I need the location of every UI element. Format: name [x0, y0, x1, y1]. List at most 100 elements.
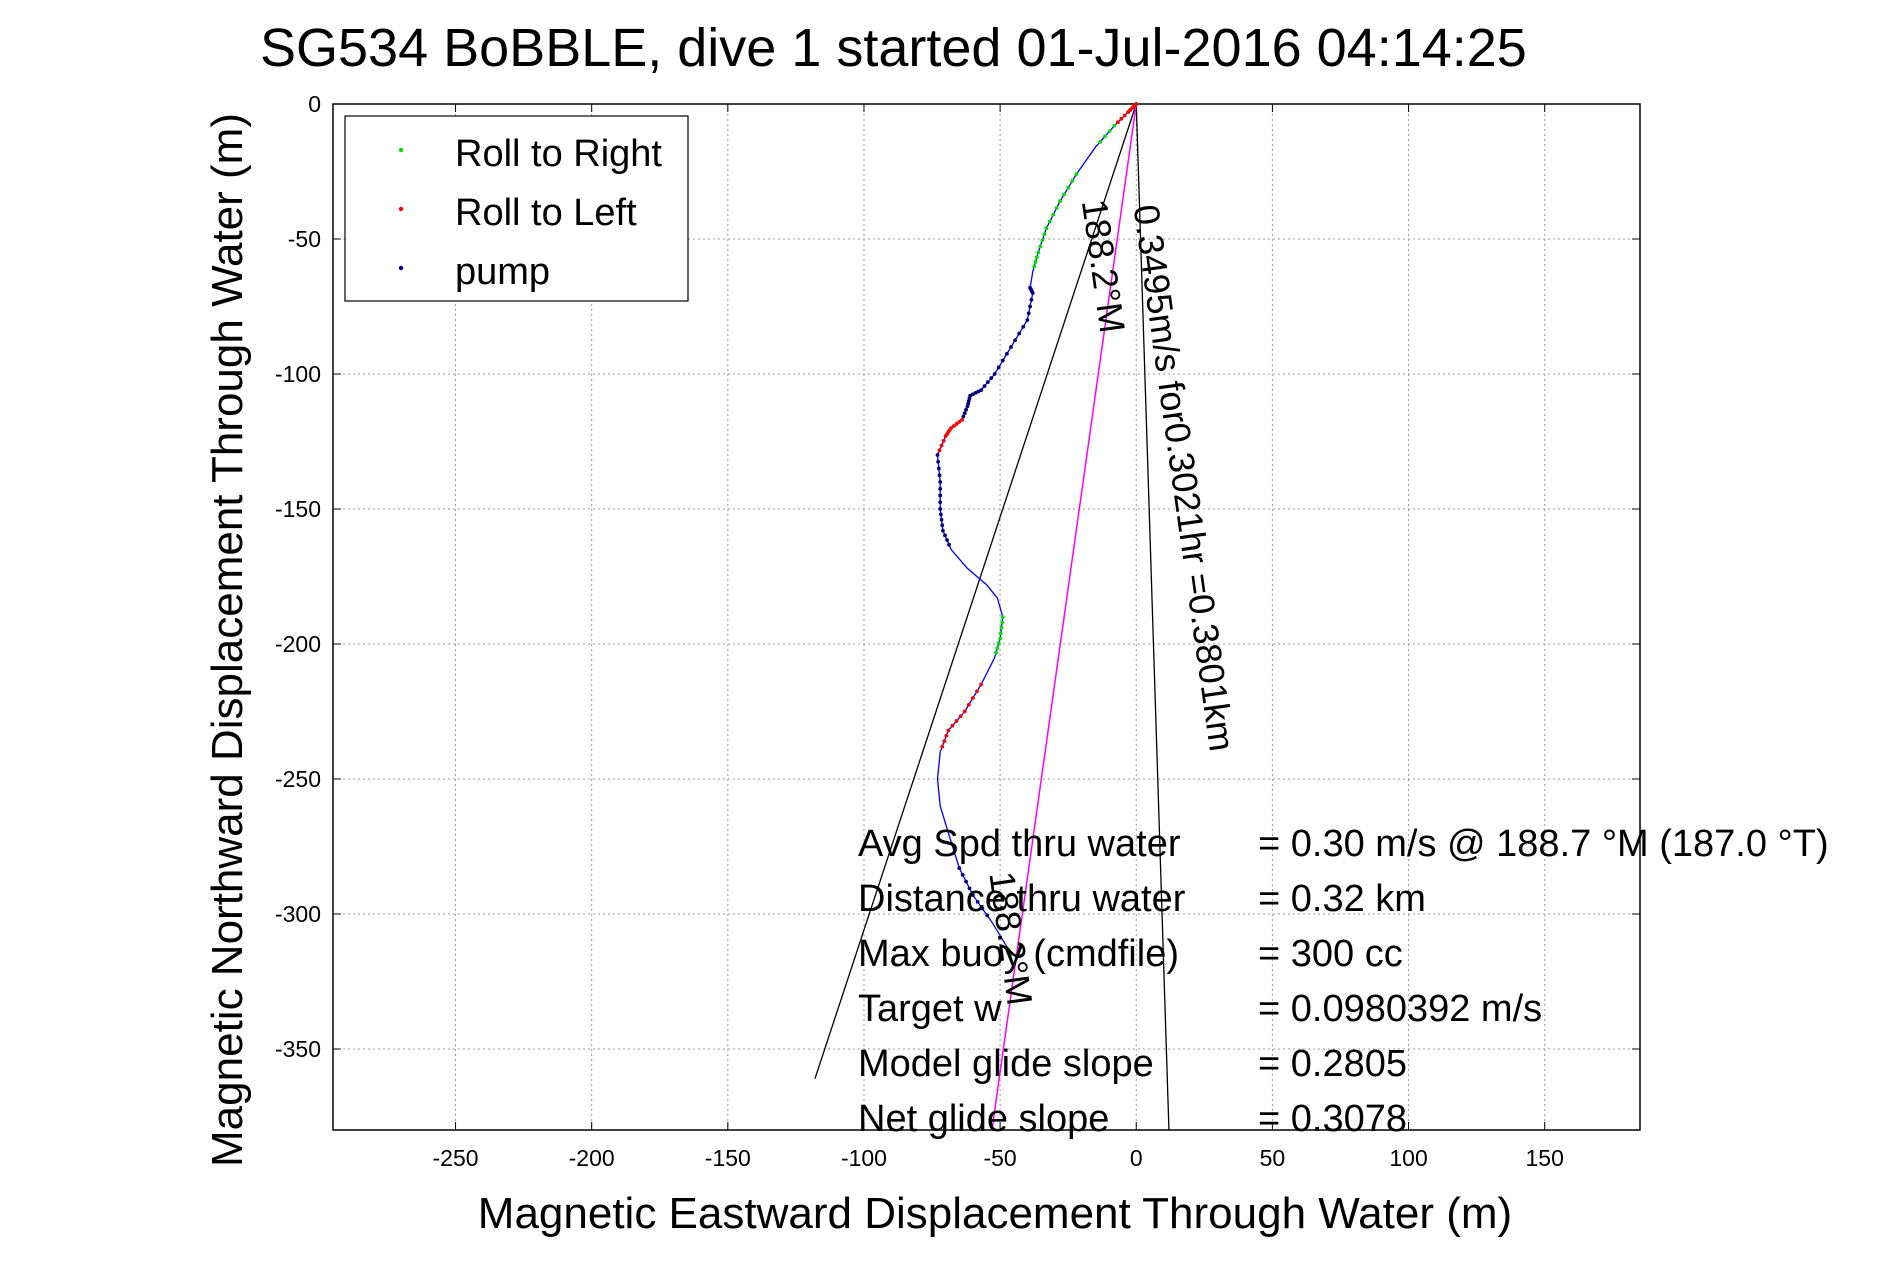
tick-labels: -250 -200 -150 -100 -50 0 50 100 150 0 -50 -100 -150… [275, 91, 1564, 1171]
x-tick-label: 150 [1526, 1145, 1564, 1171]
legend-marker [398, 265, 404, 271]
stat-value: = 0.3078 [1258, 1098, 1407, 1140]
pump-marker [941, 528, 945, 533]
roll-right-marker [1058, 199, 1062, 204]
y-tick-label: -350 [275, 1036, 321, 1062]
pump-marker [1013, 338, 1017, 343]
roll-right-marker [998, 631, 1003, 636]
pump-marker [940, 523, 945, 528]
legend-marker [398, 147, 404, 153]
roll-left-marker [1126, 110, 1130, 114]
roll-left-marker [944, 733, 949, 738]
pump-marker [975, 899, 980, 904]
stat-value: = 0.30 m/s @ 188.7 °M (187.0 °T) [1258, 823, 1829, 865]
legend-entry: pump [455, 251, 550, 293]
pump-marker [936, 459, 941, 464]
roll-left-marker [941, 438, 946, 443]
heading-cone-line [814, 103, 1137, 1079]
pump-marker [1009, 345, 1013, 349]
roll-left-marker [1115, 120, 1120, 125]
roll-left-marker [960, 418, 964, 422]
y-tick-label: -50 [288, 226, 321, 252]
pump-marker [989, 376, 994, 380]
stat-value: = 300 cc [1258, 933, 1403, 975]
roll-right-marker [1107, 129, 1112, 133]
pump-marker [1028, 304, 1032, 309]
pump-marker [992, 372, 997, 376]
dive-statistics: Avg Spd thru water = 0.30 m/s @ 188.7 °M … [858, 823, 1829, 1140]
pump-marker [938, 486, 943, 491]
roll-right-marker [1000, 615, 1005, 619]
stat-value: = 0.0980392 m/s [1258, 988, 1542, 1030]
roll-right-marker [1070, 179, 1075, 183]
roll-left-marker [958, 714, 963, 719]
pump-marker [935, 453, 940, 457]
roll-left-marker [979, 682, 983, 687]
pump-marker [937, 473, 942, 478]
pump-marker [1000, 358, 1005, 363]
pump-marker [982, 384, 987, 389]
roll-right-marker [1062, 192, 1067, 197]
roll-right-marker [1044, 226, 1049, 231]
heading-annotation: 0.3495m/s for0.3021hr =0.3801km [1126, 202, 1243, 754]
pump-marker [1021, 324, 1026, 329]
pump-marker [965, 404, 970, 409]
pump-marker [985, 380, 990, 384]
pump-marker [985, 913, 990, 918]
y-tick-label: 0 [308, 91, 321, 117]
roll-left-marker [939, 443, 944, 448]
plot-axes [332, 103, 1641, 1131]
legend: Roll to Right Roll to Left pump [344, 115, 689, 302]
legend-marker [398, 206, 404, 212]
pump-marker [938, 480, 943, 484]
y-tick-label: -300 [275, 901, 321, 927]
roll-right-marker [1040, 238, 1045, 243]
roll-right-marker [1036, 250, 1041, 255]
roll-left-marker [962, 709, 967, 714]
x-tick-label: -250 [433, 1145, 479, 1171]
roll-right-marker [998, 636, 1003, 641]
roll-left-marker [951, 424, 956, 428]
pump-marker [970, 893, 975, 897]
pump-marker [961, 414, 966, 419]
roll-right-marker [1098, 139, 1103, 144]
stat-label: Model glide slope [858, 1043, 1154, 1085]
roll-left-marker [937, 448, 942, 453]
y-tick-label: -100 [275, 361, 321, 387]
roll-right-marker [1047, 219, 1052, 224]
roll-right-marker [1066, 185, 1071, 190]
heading-line [991, 103, 1138, 1131]
pump-marker [980, 906, 985, 911]
plot-frame [332, 103, 1641, 1131]
pump-marker [1030, 291, 1035, 295]
roll-left-marker [975, 689, 979, 694]
chart-title: SG534 BoBBLE, dive 1 started 01-Jul-2016… [260, 18, 1527, 78]
roll-right-marker [1034, 255, 1039, 260]
pump-marker [964, 407, 968, 412]
roll-right-marker [1008, 953, 1013, 958]
pump-marker [1005, 351, 1009, 356]
x-tick-label: -50 [983, 1145, 1016, 1171]
y-tick-label: -150 [275, 496, 321, 522]
roll-left-marker [942, 739, 947, 744]
pump-marker [1029, 297, 1034, 302]
roll-right-marker [999, 625, 1004, 630]
x-tick-label: -100 [841, 1145, 887, 1171]
roll-right-marker [1000, 620, 1005, 625]
pump-marker [967, 886, 972, 891]
roll-left-marker [940, 744, 945, 749]
pump-marker [938, 500, 943, 505]
roll-left-marker [946, 728, 951, 733]
roll-right-marker [1042, 232, 1047, 237]
roll-right-marker [1033, 260, 1038, 264]
stat-label: Avg Spd thru water [858, 823, 1181, 865]
roll-right-marker [1112, 123, 1117, 128]
roll-right-marker [1103, 134, 1107, 139]
roll-right-marker [1051, 212, 1056, 217]
pump-marker [938, 512, 943, 517]
pump-marker [938, 507, 943, 511]
pump-marker [938, 493, 943, 498]
stat-label: Target w [858, 988, 1002, 1030]
pump-marker [936, 466, 941, 471]
pump-marker [1026, 311, 1031, 316]
